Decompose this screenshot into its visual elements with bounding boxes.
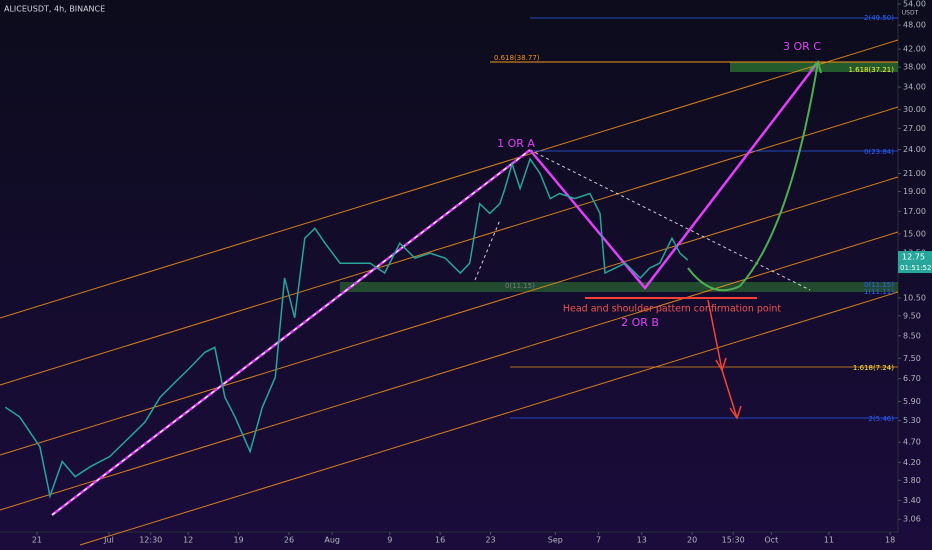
last-price-tag <box>898 251 932 274</box>
x-tick-label: 15:30 <box>722 536 745 545</box>
pattern-note: Head and shoulder pattern confirmation p… <box>563 304 781 315</box>
x-tick-label: Jul <box>103 536 114 545</box>
y-tick-label: 10.50 <box>903 293 926 302</box>
fib-label: 1.618(37.21) <box>848 66 894 74</box>
x-tick-label: 9 <box>387 536 392 545</box>
y-tick-label: 24.00 <box>903 145 926 154</box>
y-tick-label: 3.80 <box>903 476 921 485</box>
last-price-label: 12.75 <box>902 253 925 262</box>
x-tick-label: 13 <box>637 536 647 545</box>
x-tick-label: Oct <box>764 536 778 545</box>
chart-title: ALICEUSDT, 4h, BINANCE <box>4 5 105 14</box>
y-tick-label: 3.40 <box>903 496 921 505</box>
price-line <box>4 157 689 499</box>
x-tick-label: 19 <box>233 536 243 545</box>
y-tick-label: 4.20 <box>903 458 921 467</box>
y-tick-label: 17.00 <box>903 207 926 216</box>
x-tick-label: 7 <box>596 536 601 545</box>
channel-line <box>0 176 899 456</box>
wave-label: 2 OR B <box>621 316 659 329</box>
arrow-head <box>729 405 742 420</box>
y-tick-label: 6.70 <box>903 374 921 383</box>
projection-curve <box>687 61 819 292</box>
x-tick-label: 16 <box>435 536 445 545</box>
trend-line <box>474 219 501 281</box>
support-zone <box>340 282 898 292</box>
wave-label: 3 OR C <box>783 40 821 53</box>
x-tick-label: 21 <box>32 536 42 545</box>
y-tick-label: 38.00 <box>903 63 926 72</box>
drawings <box>0 17 899 546</box>
fib-label: 1.618(7.24) <box>853 364 894 372</box>
y-tick-label: 15.00 <box>903 229 926 238</box>
y-tick-label: 34.00 <box>903 82 926 91</box>
fib-label: 2(5.46) <box>868 415 894 423</box>
x-tick-label: 23 <box>485 536 495 545</box>
y-tick-label: 8.50 <box>903 331 921 340</box>
arrow-head <box>715 357 727 372</box>
fib-label: 0(23.84) <box>864 148 894 156</box>
fib-label: 2(49.50) <box>864 14 894 22</box>
wave-label: 1 OR A <box>497 137 535 150</box>
y-tick-label: 27.00 <box>903 124 926 133</box>
wave-line <box>51 149 531 516</box>
y-tick-label: 7.50 <box>903 354 921 363</box>
channel-line <box>0 39 899 319</box>
x-tick-label: 18 <box>885 536 895 545</box>
fib-label: 1(11.11) <box>864 288 894 296</box>
channel-lines <box>0 39 899 546</box>
x-tick-label: 12:30 <box>139 536 162 545</box>
y-tick-label: 19.00 <box>903 187 926 196</box>
x-tick-label: 26 <box>284 536 294 545</box>
y-tick-label: 3.06 <box>903 515 921 524</box>
y-tick-label: 4.70 <box>903 438 921 447</box>
y-axis-label: USDT <box>902 10 919 17</box>
channel-line <box>0 231 899 511</box>
y-tick-label: 9.50 <box>903 311 921 320</box>
fib-label: 0.618(38.77) <box>494 54 540 62</box>
fib-label: 0(11.15) <box>864 281 894 289</box>
y-tick-label: 21.00 <box>903 169 926 178</box>
y-tick-label: 5.30 <box>903 416 921 425</box>
channel-line <box>79 291 899 546</box>
x-tick-label: Aug <box>324 536 340 545</box>
countdown-label: 01:51:52 <box>900 264 931 272</box>
y-tick-label: 48.00 <box>903 21 926 30</box>
x-tick-label: Sep <box>548 536 563 545</box>
y-tick-label: 5.90 <box>903 397 921 406</box>
trend-line <box>529 149 811 291</box>
y-tick-label: 42.00 <box>903 45 926 54</box>
x-tick-label: 20 <box>687 536 697 545</box>
x-tick-label: 12 <box>183 536 193 545</box>
x-tick-label: 11 <box>824 536 834 545</box>
fib-label: 0(11.15) <box>505 282 535 290</box>
arrow-head <box>809 60 822 74</box>
y-tick-label: 30.00 <box>903 105 926 114</box>
y-tick-label: 54.00 <box>903 0 926 8</box>
